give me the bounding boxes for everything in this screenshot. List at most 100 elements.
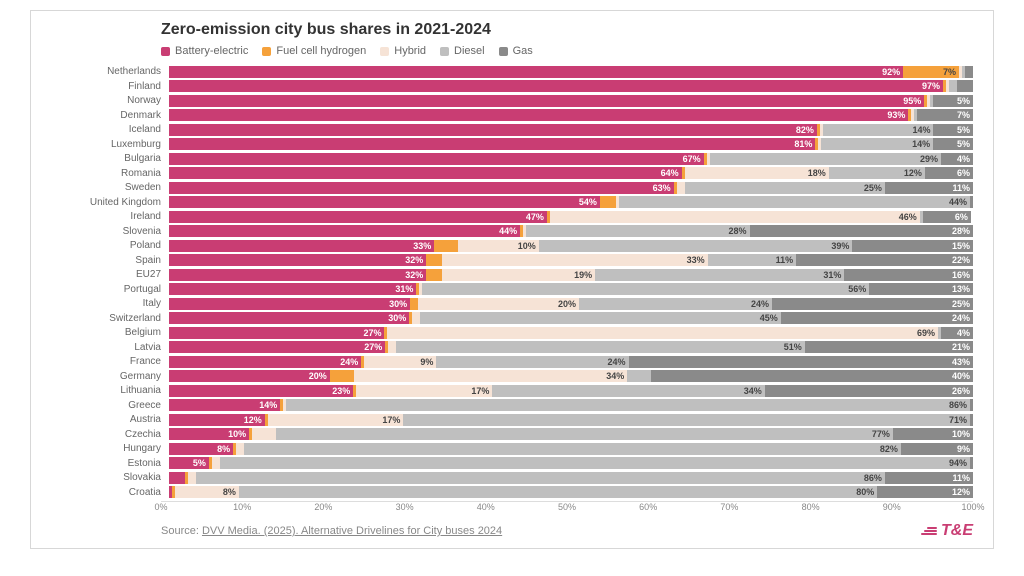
segment-value-label: 39%	[831, 241, 849, 251]
segment-value-label: 77%	[872, 429, 890, 439]
bar-row: Croatia8%80%12%	[51, 486, 973, 500]
bar-segment-hybrid	[252, 428, 276, 440]
bar-segment-battery: 82%	[169, 124, 817, 136]
legend-item: Battery-electric	[161, 45, 248, 57]
bar-segment-battery: 44%	[169, 225, 520, 237]
segment-value-label: 28%	[952, 226, 970, 236]
bar-segment-battery: 27%	[169, 341, 385, 353]
bar-row: Switzerland30%45%24%	[51, 312, 973, 326]
row-bar: 64%18%12%6%	[169, 167, 973, 179]
row-label: Denmark	[51, 110, 169, 121]
segment-value-label: 17%	[382, 415, 400, 425]
bar-row: Slovakia86%11%	[51, 471, 973, 485]
segment-value-label: 22%	[952, 255, 970, 265]
bar-segment-gas	[957, 80, 973, 92]
brand-logo: T&E	[921, 522, 973, 540]
segment-value-label: 12%	[244, 415, 262, 425]
bar-segment-diesel: 56%	[422, 283, 869, 295]
bar-segment-hybrid: 34%	[354, 370, 627, 382]
bar-segment-gas: 5%	[933, 124, 973, 136]
segment-value-label: 43%	[952, 357, 970, 367]
bar-segment-fuelcell	[426, 269, 442, 281]
legend-item: Hybrid	[380, 45, 426, 57]
segment-value-label: 4%	[957, 328, 970, 338]
bar-row: Austria12%17%71%	[51, 413, 973, 427]
bar-segment-battery: 32%	[169, 269, 426, 281]
row-label: Netherlands	[51, 66, 169, 77]
segment-value-label: 45%	[760, 313, 778, 323]
chart-footer: Source: DVV Media. (2025). Alternative D…	[51, 522, 973, 540]
bar-segment-diesel: 24%	[579, 298, 772, 310]
segment-value-label: 4%	[957, 154, 970, 164]
source-link[interactable]: DVV Media. (2025). Alternative Driveline…	[202, 525, 502, 537]
row-bar: 95% 5%	[169, 95, 973, 107]
legend-item: Fuel cell hydrogen	[262, 45, 366, 57]
legend-swatch	[262, 47, 271, 56]
segment-value-label: 82%	[880, 444, 898, 454]
segment-value-label: 63%	[653, 183, 671, 193]
bar-segment-diesel: 51%	[396, 341, 805, 353]
segment-value-label: 28%	[729, 226, 747, 236]
segment-value-label: 80%	[856, 487, 874, 497]
bar-segment-diesel: 45%	[420, 312, 780, 324]
segment-value-label: 31%	[823, 270, 841, 280]
bar-row: Belgium27%69%4%	[51, 326, 973, 340]
bar-segment-battery	[169, 472, 185, 484]
row-bar: 14%86%	[169, 399, 973, 411]
bar-segment-gas: 16%	[844, 269, 973, 281]
row-label: United Kingdom	[51, 197, 169, 208]
bar-segment-hybrid	[677, 182, 685, 194]
segment-value-label: 97%	[922, 81, 940, 91]
segment-value-label: 12%	[904, 168, 922, 178]
bar-segment-gas: 13%	[869, 283, 973, 295]
segment-value-label: 92%	[882, 67, 900, 77]
row-label: Portugal	[51, 284, 169, 295]
row-bar: 63%25%11%	[169, 182, 973, 194]
bar-segment-hybrid: 20%	[418, 298, 579, 310]
row-bar: 32%19%31%16%	[169, 269, 973, 281]
segment-value-label: 24%	[608, 357, 626, 367]
row-bar: 31%56%13%	[169, 283, 973, 295]
legend-swatch	[440, 47, 449, 56]
bar-segment-battery: 95%	[169, 95, 924, 107]
segment-value-label: 54%	[579, 197, 597, 207]
bar-segment-battery: 5%	[169, 457, 209, 469]
bar-row: Spain32%33%11%22%	[51, 254, 973, 268]
bar-segment-gas: 11%	[885, 182, 973, 194]
bar-segment-gas: 4%	[941, 153, 973, 165]
bar-segment-gas: 15%	[852, 240, 973, 252]
segment-value-label: 6%	[955, 212, 968, 222]
segment-value-label: 86%	[949, 400, 967, 410]
row-label: Germany	[51, 371, 169, 382]
segment-value-label: 82%	[796, 125, 814, 135]
bar-row: Hungary8%82%9%	[51, 442, 973, 456]
segment-value-label: 29%	[920, 154, 938, 164]
row-label: Luxemburg	[51, 139, 169, 150]
bar-row: France24%9%24%43%	[51, 355, 973, 369]
bar-segment-gas: 21%	[805, 341, 973, 353]
bar-segment-gas: 25%	[772, 298, 973, 310]
row-bar: 32%33%11%22%	[169, 254, 973, 266]
bar-segment-hybrid: 18%	[685, 167, 829, 179]
legend-label: Diesel	[454, 45, 485, 57]
bar-segment-diesel: 39%	[539, 240, 853, 252]
segment-value-label: 25%	[952, 299, 970, 309]
bar-segment-diesel: 34%	[492, 385, 764, 397]
bar-segment-diesel: 71%	[403, 414, 970, 426]
row-bar: 47%46%6%	[169, 211, 973, 223]
bar-segment-hybrid: 17%	[356, 385, 492, 397]
segment-value-label: 24%	[340, 357, 358, 367]
segment-value-label: 51%	[784, 342, 802, 352]
bar-segment-diesel	[949, 80, 957, 92]
bar-segment-battery: 33%	[169, 240, 434, 252]
segment-value-label: 34%	[606, 371, 624, 381]
segment-value-label: 27%	[363, 328, 381, 338]
segment-value-label: 14%	[912, 139, 930, 149]
chart-title: Zero-emission city bus shares in 2021-20…	[51, 21, 973, 39]
row-bar: 92%7%	[169, 66, 973, 78]
segment-value-label: 7%	[957, 110, 970, 120]
row-label: Czechia	[51, 429, 169, 440]
segment-value-label: 11%	[952, 473, 970, 483]
bar-segment-gas: 5%	[933, 95, 973, 107]
segment-value-label: 15%	[952, 241, 970, 251]
